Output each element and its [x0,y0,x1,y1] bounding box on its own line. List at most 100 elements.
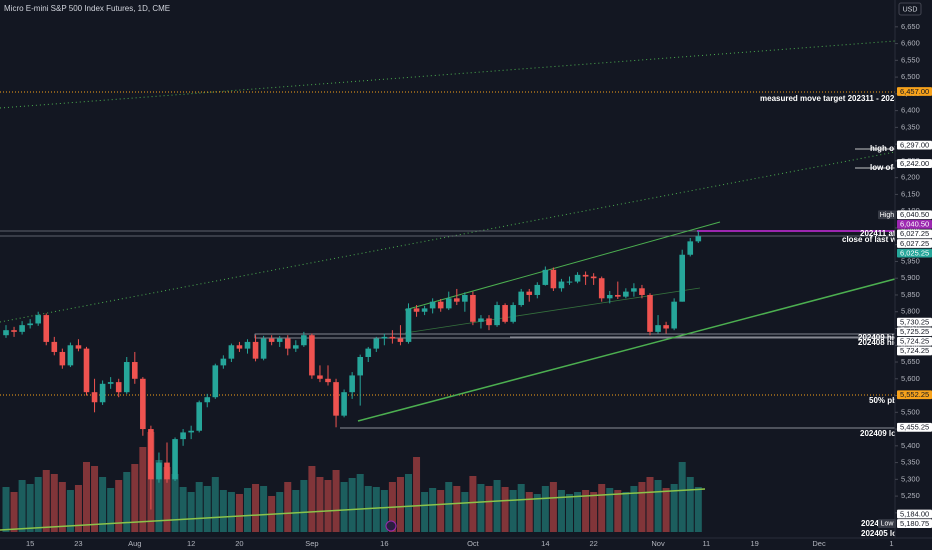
price-tag-box [878,519,896,528]
y-tick-label: 6,150 [901,189,920,198]
volume-bar [66,490,74,532]
candle-body [67,345,74,366]
price-label-box [897,87,932,96]
candle-body [164,462,170,480]
x-tick-label: 14 [541,539,549,548]
volume-bar [372,487,380,532]
volume-bar [453,486,461,532]
x-tick-label: 15 [26,539,34,548]
volume-bar [91,466,99,532]
currency[interactable]: USD [903,6,918,13]
candle-body [357,356,363,376]
candle-body [309,335,315,376]
candle-body [462,294,468,302]
annotation: low of las [870,163,907,172]
currency-box[interactable] [898,2,922,16]
price-label-box [897,519,932,528]
volume-bar [115,480,123,532]
candle-body [51,341,58,352]
volume-bar [549,482,557,532]
candle-body [148,429,154,480]
volume-bar [2,487,10,532]
price-label-box [897,346,932,356]
x-tick-label: 16 [380,539,388,548]
candle-body [43,315,50,342]
volume-bar [219,490,227,532]
candle-body [429,301,436,309]
candle-body [220,358,227,366]
price-label: 6,025.25 [900,248,929,257]
volume-bar [646,477,654,532]
annotation: high of las [870,144,911,153]
price-label-box [897,140,932,150]
candle-body [454,298,460,302]
volume-bar [155,460,163,532]
candle-body [11,330,17,332]
volume-bar [50,474,58,532]
price-label: 6,027.25 [900,229,929,238]
x-tick-label: 1 [889,539,893,548]
candle-body [421,308,428,312]
volume-bar [622,492,630,532]
candle-body [582,274,589,277]
volume-bar [557,490,565,532]
candle-body [663,325,669,329]
price-label-box [897,159,932,168]
candle-body [413,308,420,312]
y-tick-label: 6,400 [901,106,920,115]
candle-body [75,345,82,349]
candle-body [180,432,186,440]
volume-bar [380,490,388,532]
candle-body [558,281,565,289]
price-label: 5,724.25 [900,337,929,346]
y-tick-label: 5,300 [901,474,920,483]
candle-body [301,335,307,346]
y-tick-label: 6,500 [901,72,920,81]
price-label: 6,457.00 [900,87,929,96]
candle-body [631,288,637,292]
channel-line [404,221,721,311]
candle-body [349,375,355,393]
y-tick-label: 5,800 [901,307,920,316]
price-label: 6,040.50 [900,210,929,219]
price-label-box [897,317,932,327]
candle-body [397,338,404,342]
price-label-box [897,390,932,400]
x-tick-label: 23 [74,539,82,548]
volume-bar [203,486,211,532]
volume-bar [260,486,268,532]
volume-bar [356,474,364,532]
volume-bar [582,490,590,532]
candle-body [437,301,444,309]
event-icon[interactable] [385,520,397,532]
volume-bar [421,492,429,532]
price-label: 5,455.25 [900,423,929,432]
volume-bar [686,477,694,532]
price-tag-box [878,210,896,220]
candles [3,231,702,510]
volume-bar [598,484,606,532]
candle-body [27,323,33,326]
y-tick-label: 5,950 [901,256,920,265]
candle-body [655,325,661,332]
volume-bar [99,477,107,532]
x-tick-label: 12 [187,539,195,548]
y-tick-label: 5,350 [901,458,920,467]
candle-body [172,439,178,480]
candle-body [647,294,653,332]
x-tick-label: 20 [235,539,243,548]
candle-body [260,338,267,359]
x-tick-label: 22 [589,539,597,548]
annotation: 202408 high [858,338,904,347]
volume-bar [332,470,340,532]
annotation: close of last week [842,235,911,244]
volume-bar [10,492,18,532]
candle-body [566,281,573,283]
candle-body [615,294,621,297]
price-label-box [897,210,932,220]
price-label-box [897,239,932,248]
volume-bar [235,494,243,532]
candle-body [107,382,114,384]
y-tick-label: 6,550 [901,55,920,64]
